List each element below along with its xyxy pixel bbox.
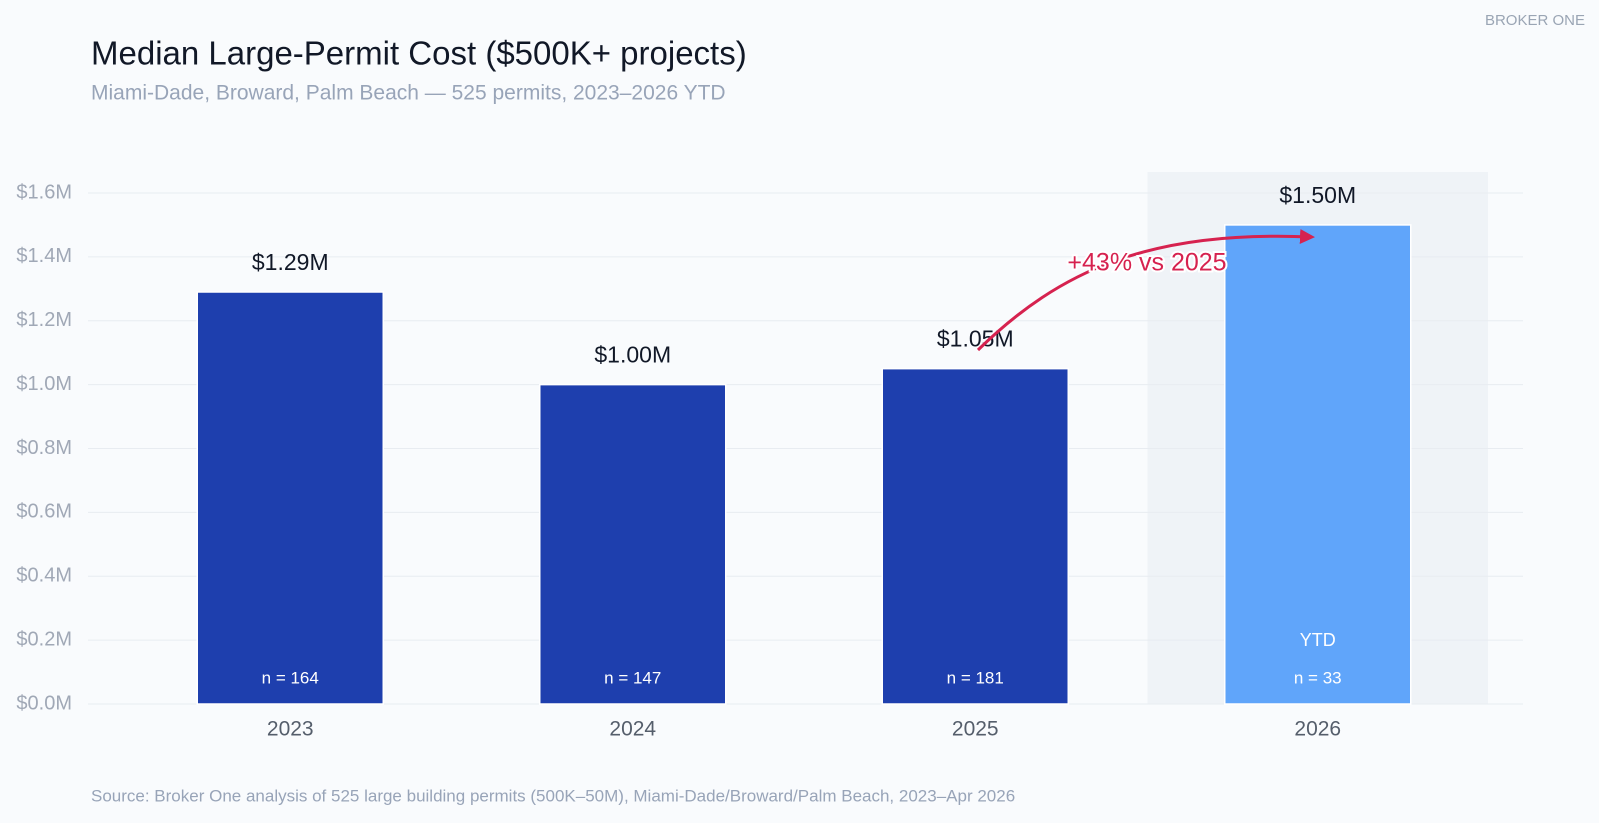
bar — [196, 291, 384, 705]
y-tick-label: $0.0M — [16, 692, 72, 714]
x-tick-label: 2024 — [609, 718, 656, 741]
y-tick-label: $0.4M — [16, 565, 72, 587]
y-tick-label: $1.4M — [16, 245, 72, 267]
bar — [881, 367, 1069, 705]
y-tick-label: $1.0M — [16, 373, 72, 395]
y-tick-label: $0.6M — [16, 501, 72, 523]
chart-subtitle: Miami-Dade, Broward, Palm Beach — 525 pe… — [91, 82, 726, 105]
bar — [1224, 224, 1412, 705]
sample-label: n = 33 — [1294, 668, 1342, 687]
y-tick-label: $0.8M — [16, 437, 72, 459]
annotation-arrow — [976, 228, 1315, 352]
sample-label: n = 164 — [262, 668, 319, 687]
bar-note: YTD — [1300, 630, 1336, 650]
brand: BROKER ONE — [1485, 12, 1585, 29]
x-tick-label: 2023 — [267, 718, 314, 741]
value-label: $1.50M — [1279, 182, 1356, 208]
sample-label: n = 181 — [947, 668, 1004, 687]
y-tick-label: $1.2M — [16, 309, 72, 331]
bar — [539, 383, 727, 705]
value-label: $1.29M — [252, 249, 329, 275]
x-tick-label: 2025 — [952, 718, 999, 741]
annotation: +43% vs 2025 — [1067, 249, 1226, 277]
source-note: Source: Broker One analysis of 525 large… — [91, 786, 1015, 805]
chart-title: Median Large-Permit Cost ($500K+ project… — [91, 35, 747, 72]
y-tick-label: $0.2M — [16, 628, 72, 650]
x-tick-label: 2026 — [1294, 718, 1341, 741]
value-label: $1.00M — [594, 342, 671, 368]
sample-label: n = 147 — [604, 668, 661, 687]
y-tick-label: $1.6M — [16, 181, 72, 203]
